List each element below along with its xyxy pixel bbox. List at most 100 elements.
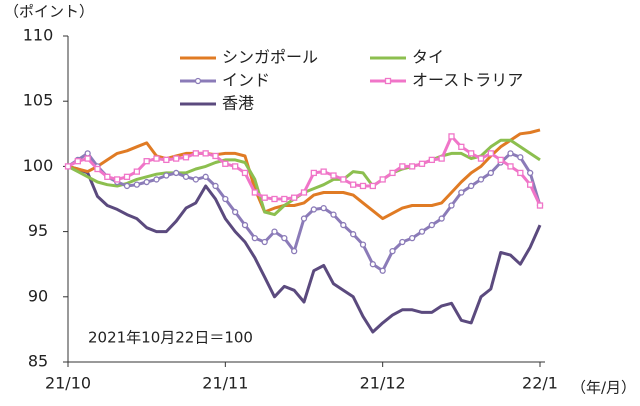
point-marker	[261, 194, 268, 201]
point-marker	[300, 215, 308, 222]
point-marker	[330, 172, 337, 179]
point-marker	[438, 215, 445, 222]
point-marker	[123, 173, 131, 180]
point-marker	[359, 241, 367, 248]
annotation: 2021年10月22日＝100	[88, 329, 253, 347]
point-marker	[438, 155, 445, 162]
point-marker	[104, 173, 111, 180]
point-marker	[350, 181, 357, 188]
point-marker	[340, 176, 347, 183]
point-marker	[527, 181, 534, 188]
point-marker	[418, 160, 426, 167]
point-marker	[359, 182, 367, 190]
point-marker	[340, 221, 347, 229]
point-marker	[291, 194, 298, 201]
point-marker	[153, 176, 160, 183]
point-marker	[291, 248, 298, 255]
point-marker	[94, 165, 101, 173]
point-marker	[84, 155, 91, 162]
point-marker	[74, 158, 81, 165]
point-marker	[517, 154, 524, 161]
point-marker	[163, 172, 170, 179]
point-marker	[468, 182, 475, 190]
point-marker	[507, 150, 514, 157]
point-marker	[517, 169, 524, 177]
point-marker	[300, 189, 308, 196]
point-marker	[261, 238, 268, 246]
point-marker	[64, 163, 72, 170]
legend-label: インド	[222, 71, 270, 90]
legend-marker	[194, 77, 202, 85]
x-tick-label: 22/1	[522, 374, 558, 393]
point-marker	[84, 150, 91, 157]
point-marker	[143, 178, 150, 186]
point-marker	[114, 176, 121, 183]
point-marker	[409, 163, 416, 170]
point-marker	[428, 221, 435, 229]
point-marker	[487, 150, 494, 157]
point-marker	[507, 163, 514, 170]
point-marker	[369, 261, 376, 268]
point-marker	[281, 234, 288, 242]
point-marker	[281, 195, 288, 203]
point-marker	[458, 143, 465, 150]
point-marker	[448, 133, 455, 140]
point-marker	[536, 202, 544, 209]
series-line	[67, 128, 541, 221]
y-tick-label: 100	[23, 156, 54, 175]
point-marker	[133, 168, 140, 175]
point-marker	[202, 173, 209, 180]
legend-label: タイ	[412, 48, 444, 67]
point-marker	[320, 168, 327, 175]
point-marker	[477, 155, 485, 162]
point-marker	[448, 202, 455, 209]
y-tick-label: 110	[23, 26, 54, 45]
point-marker	[310, 206, 317, 213]
legend-label: 香港	[222, 94, 254, 113]
point-marker	[133, 181, 140, 188]
y-tick-label: 85	[28, 352, 48, 371]
point-marker	[330, 211, 337, 218]
point-marker	[182, 154, 190, 161]
point-marker	[232, 208, 239, 216]
y-tick-label: 105	[23, 91, 54, 110]
point-marker	[153, 155, 160, 162]
point-marker	[350, 231, 357, 238]
point-marker	[222, 160, 229, 167]
point-marker	[310, 169, 317, 177]
x-tick-label: 21/10	[45, 374, 91, 393]
series-line	[67, 164, 542, 334]
point-marker	[487, 169, 494, 177]
point-marker	[163, 156, 170, 164]
point-marker	[497, 156, 504, 164]
point-marker	[173, 169, 180, 177]
point-marker	[212, 152, 219, 160]
point-marker	[251, 234, 258, 242]
point-marker	[232, 163, 239, 170]
point-marker	[527, 169, 534, 177]
x-axis-label: （年/月）	[571, 379, 636, 397]
point-marker	[222, 195, 229, 203]
y-axis-label: （ポイント）	[4, 3, 94, 21]
point-marker	[192, 150, 199, 157]
point-marker	[468, 150, 475, 157]
point-marker	[241, 221, 249, 229]
point-marker	[389, 169, 396, 177]
point-marker	[379, 267, 386, 274]
point-marker	[271, 228, 278, 235]
point-marker	[458, 189, 465, 196]
legend-label: シンガポール	[222, 48, 318, 67]
point-marker	[123, 182, 131, 190]
point-marker	[212, 182, 219, 190]
y-tick-label: 95	[28, 221, 48, 240]
y-tick-label: 90	[28, 286, 48, 305]
point-marker	[389, 248, 396, 255]
point-marker	[320, 204, 327, 212]
point-marker	[477, 176, 485, 183]
point-marker	[428, 156, 435, 164]
legend-label: オーストラリア	[412, 71, 523, 90]
point-marker	[143, 158, 150, 165]
point-marker	[173, 155, 180, 162]
point-marker	[251, 189, 258, 196]
x-tick-label: 21/12	[360, 374, 406, 393]
